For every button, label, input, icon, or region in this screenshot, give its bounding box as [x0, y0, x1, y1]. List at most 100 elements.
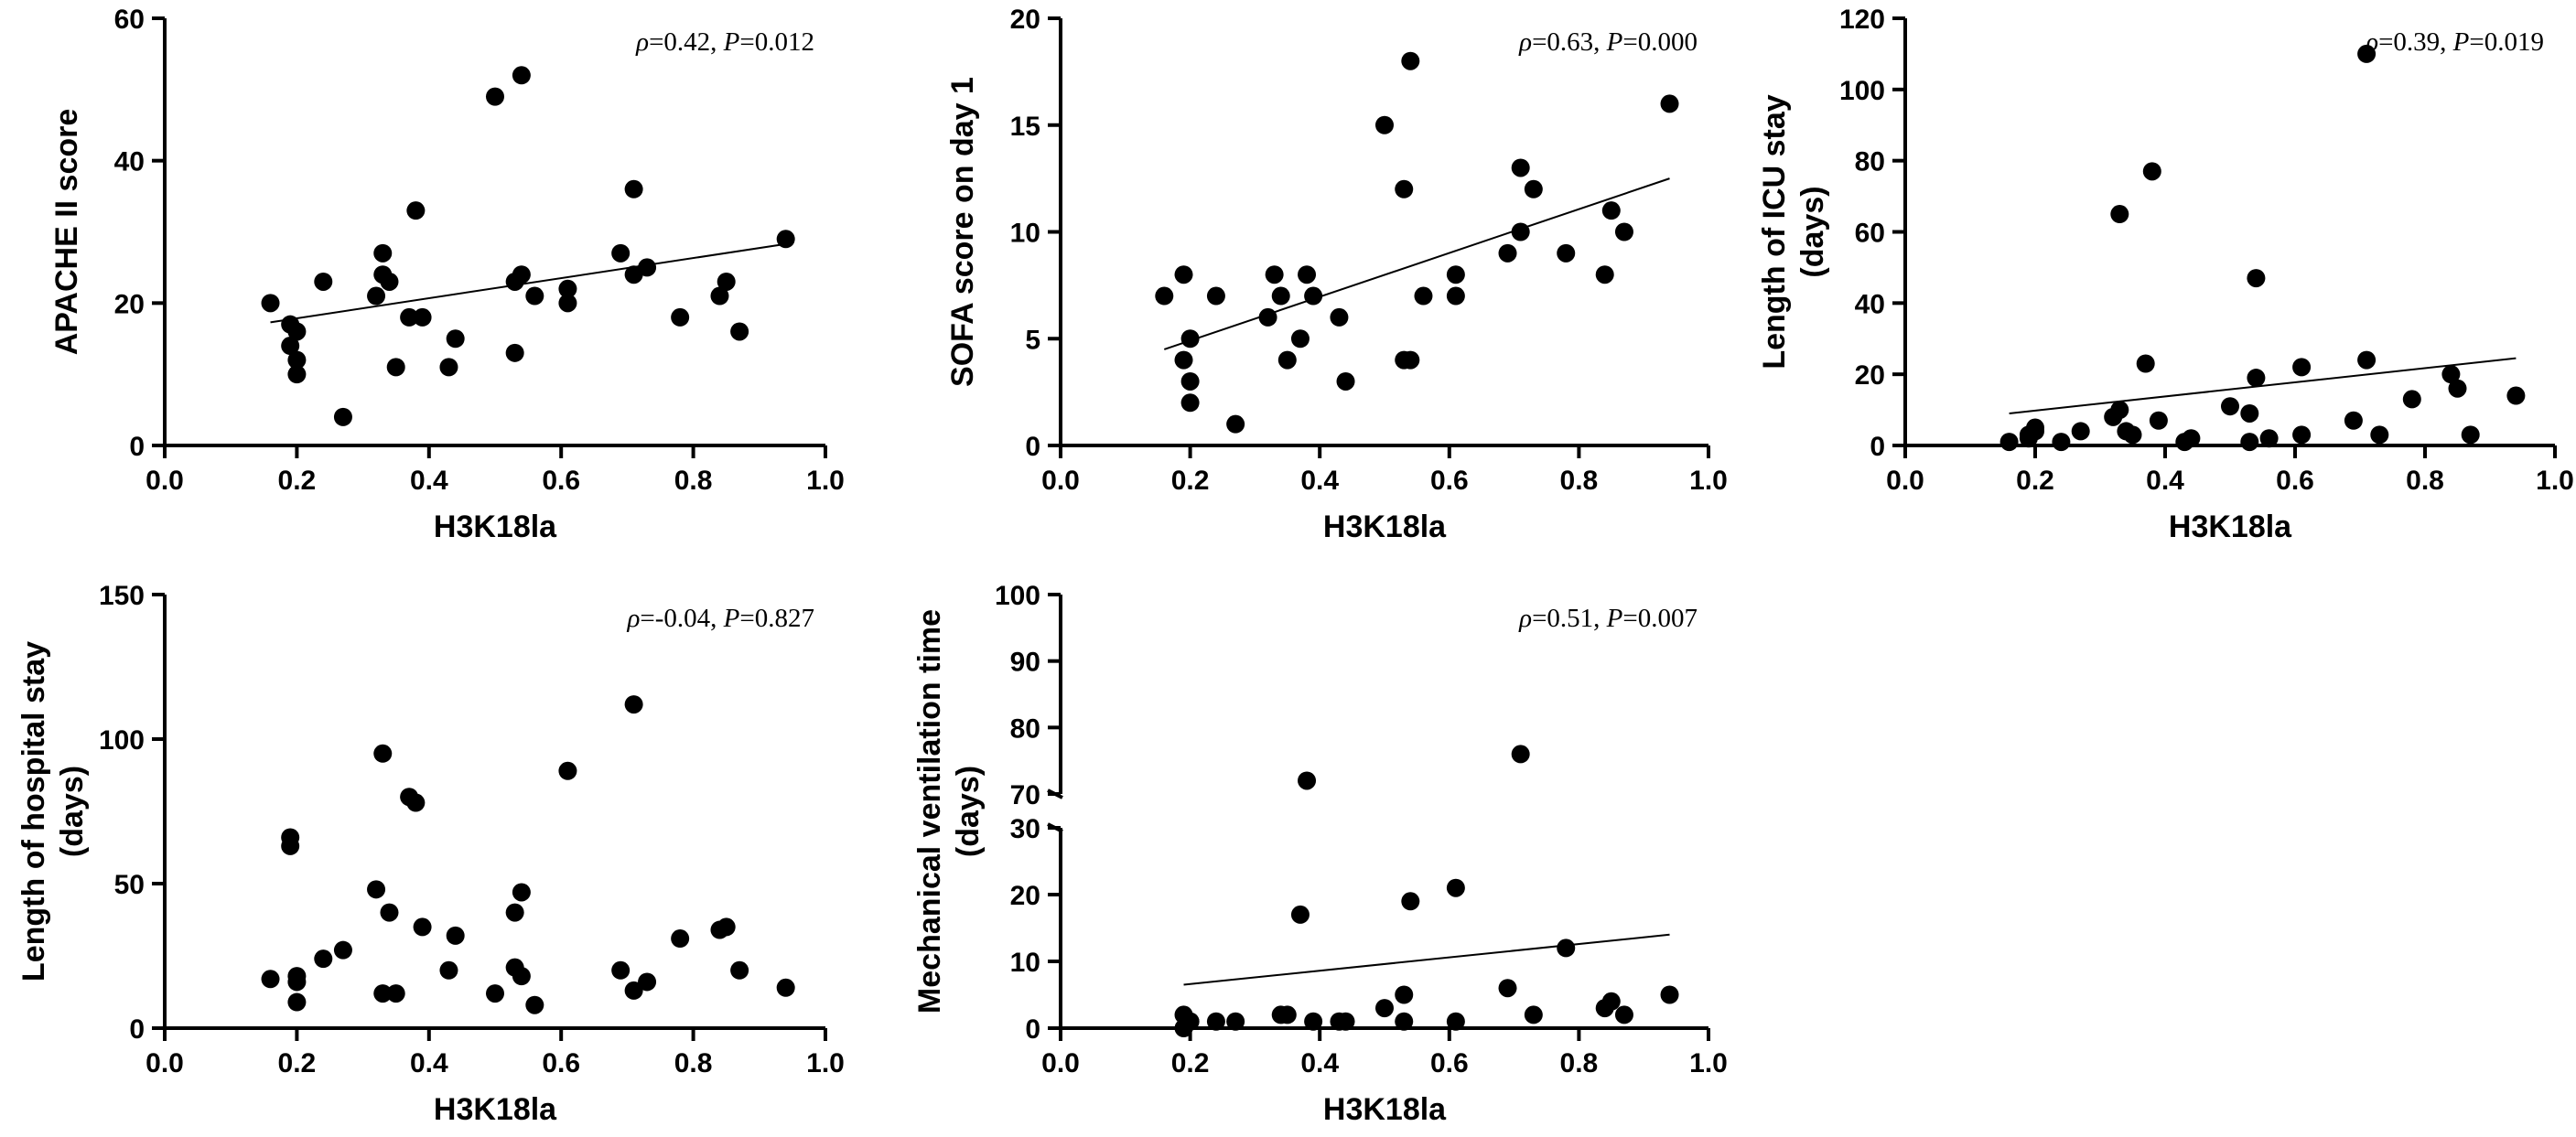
data-point: [1174, 265, 1193, 284]
data-point: [380, 903, 399, 922]
data-point: [1401, 892, 1420, 911]
x-tick-label: 0.8: [674, 1048, 713, 1078]
x-tick-label: 0.2: [278, 466, 317, 496]
annotation-symbol: P: [1606, 604, 1623, 633]
y-tick-label: 100: [1839, 76, 1885, 106]
chart-ventilation: 0.0 0.2 0.4 0.6 0.8 1.0 0 10 20 30 70 80 90 100 H3K18l…: [912, 581, 1728, 1127]
y-axis-title: Length of hospital stay: [16, 641, 51, 981]
trend-line: [1183, 933, 1670, 986]
data-point: [2026, 422, 2044, 441]
x-tick-label: 0.2: [1171, 466, 1210, 496]
data-point: [505, 343, 524, 362]
data-point: [776, 230, 795, 249]
data-point: [1557, 243, 1576, 263]
data-point: [1614, 222, 1633, 241]
data-point: [525, 286, 544, 306]
y-tick-label: 10: [1010, 948, 1040, 978]
data-point: [1401, 51, 1420, 70]
y-tick-label: 100: [995, 581, 1040, 611]
data-point: [1446, 286, 1465, 306]
data-point: [1298, 265, 1317, 284]
data-point: [333, 940, 352, 960]
data-point: [1180, 371, 1200, 391]
data-point: [314, 272, 333, 291]
data-point: [624, 981, 643, 1000]
y-tick-label: 0: [1025, 1014, 1040, 1045]
x-tick-label: 0.2: [2016, 466, 2054, 496]
data-point: [2247, 269, 2266, 288]
chart-icu: 0.0 0.2 0.4 0.6 0.8 1.0 0 20 40 60 80 100 120 H3K18la…: [1757, 5, 2574, 544]
data-point: [1226, 1012, 1245, 1031]
data-point: [1180, 393, 1200, 413]
data-point: [512, 883, 531, 902]
data-point: [2136, 354, 2155, 373]
data-point: [1304, 286, 1323, 306]
data-point: [1258, 307, 1277, 327]
x-tick-label: 0.6: [1430, 466, 1469, 496]
x-tick-label: 1.0: [1689, 1048, 1728, 1078]
data-point: [439, 960, 458, 980]
data-point: [373, 984, 393, 1003]
data-point: [1277, 1005, 1297, 1024]
x-tick-label: 0.8: [1560, 466, 1599, 496]
data-point: [386, 984, 405, 1003]
x-tick-label: 1.0: [1689, 466, 1728, 496]
annotation-symbol: P: [1606, 27, 1623, 57]
data-point: [1557, 939, 1576, 958]
data-point: [558, 279, 577, 298]
data-point: [446, 329, 465, 349]
data-point: [2149, 411, 2168, 430]
y-tick-label: 120: [1839, 5, 1885, 35]
data-point: [2240, 433, 2259, 452]
data-point: [486, 87, 504, 106]
y-tick-label: 90: [1010, 648, 1040, 678]
annotation-value: =0.012: [739, 27, 814, 57]
data-point: [2247, 369, 2266, 388]
data-point: [1271, 286, 1290, 306]
x-axis-title: H3K18la: [2169, 510, 2292, 544]
y-tick-label: 70: [1010, 780, 1040, 810]
data-point: [486, 984, 504, 1003]
x-tick-label: 1.0: [806, 1048, 845, 1078]
y-tick-label: 5: [1025, 325, 1040, 355]
data-point: [1511, 745, 1530, 764]
data-point: [287, 992, 307, 1012]
y-axis-title: SOFA score on day 1: [945, 77, 980, 387]
data-point: [2240, 403, 2259, 423]
data-point: [2110, 401, 2129, 420]
annotation-value: =0.019: [2469, 27, 2544, 57]
data-point: [730, 960, 749, 980]
annotation-symbol: ρ: [626, 604, 640, 633]
data-point: [406, 201, 426, 220]
data-point: [2182, 429, 2201, 448]
y-tick-label: 0: [1025, 432, 1040, 462]
y-tick-label: 20: [1010, 5, 1040, 35]
data-point: [1511, 158, 1530, 177]
data-point: [261, 294, 280, 313]
data-point: [2357, 350, 2377, 370]
data-point: [373, 744, 393, 763]
data-point: [1524, 1005, 1543, 1024]
data-point: [2357, 44, 2377, 63]
data-point: [624, 695, 643, 714]
data-point: [717, 917, 736, 937]
data-point: [2110, 205, 2129, 224]
data-point: [1511, 222, 1530, 241]
data-point: [1336, 1012, 1355, 1031]
annotation-value: =0.39,: [2378, 27, 2453, 57]
data-point: [671, 307, 690, 327]
x-tick-label: 0.6: [542, 1048, 580, 1078]
x-tick-label: 0.8: [2406, 466, 2444, 496]
correlation-annotation: ρ=0.63, P=0.000: [1518, 27, 1698, 57]
y-tick-label: 60: [1855, 219, 1885, 249]
data-point: [386, 358, 405, 377]
data-point: [2441, 365, 2461, 384]
y-tick-label: 15: [1010, 112, 1040, 142]
annotation-value: =0.63,: [1532, 27, 1607, 57]
data-point: [1446, 1012, 1465, 1031]
annotation-symbol: P: [723, 604, 740, 633]
data-point: [1180, 329, 1200, 349]
y-tick-label: 100: [99, 725, 145, 756]
y-axis-title: APACHE II score: [49, 109, 84, 356]
data-point: [1414, 286, 1433, 306]
